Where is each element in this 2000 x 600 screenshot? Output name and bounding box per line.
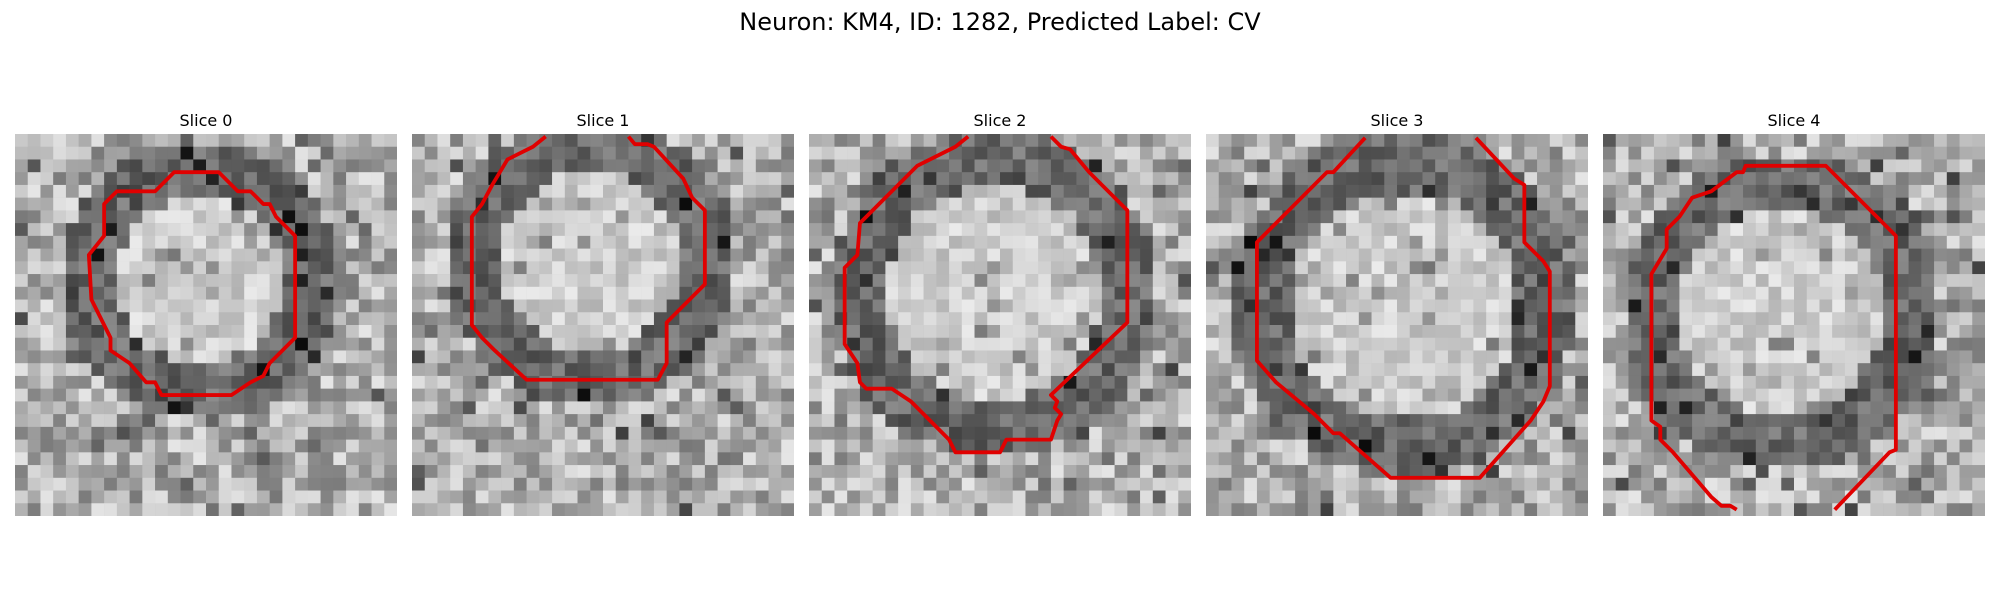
slice-image-0 (15, 134, 397, 516)
contour-0 (86, 170, 298, 397)
slice-image-3 (1206, 134, 1588, 516)
slice-image-1 (412, 134, 794, 516)
figure-title: Neuron: KM4, ID: 1282, Predicted Label: … (739, 8, 1261, 36)
slice-title-0: Slice 0 (179, 111, 233, 130)
slice-panel-0: Slice 0 (15, 108, 397, 516)
slice-image-2 (809, 134, 1191, 516)
slice-title-4: Slice 4 (1767, 111, 1821, 130)
slice-title-1: Slice 1 (576, 111, 630, 130)
contour-2a (842, 135, 1130, 455)
contour-3a (1255, 136, 1552, 480)
slice-title-2: Slice 2 (973, 111, 1027, 130)
slice-panel-3: Slice 3 (1206, 108, 1588, 516)
contour-4a (1649, 163, 1898, 512)
contour-1a (469, 135, 707, 382)
slice-panel-1: Slice 1 (412, 108, 794, 516)
slice-image-4 (1603, 134, 1985, 516)
slice-panel-4: Slice 4 (1603, 108, 1985, 516)
slice-panel-2: Slice 2 (809, 108, 1191, 516)
slice-title-3: Slice 3 (1370, 111, 1424, 130)
